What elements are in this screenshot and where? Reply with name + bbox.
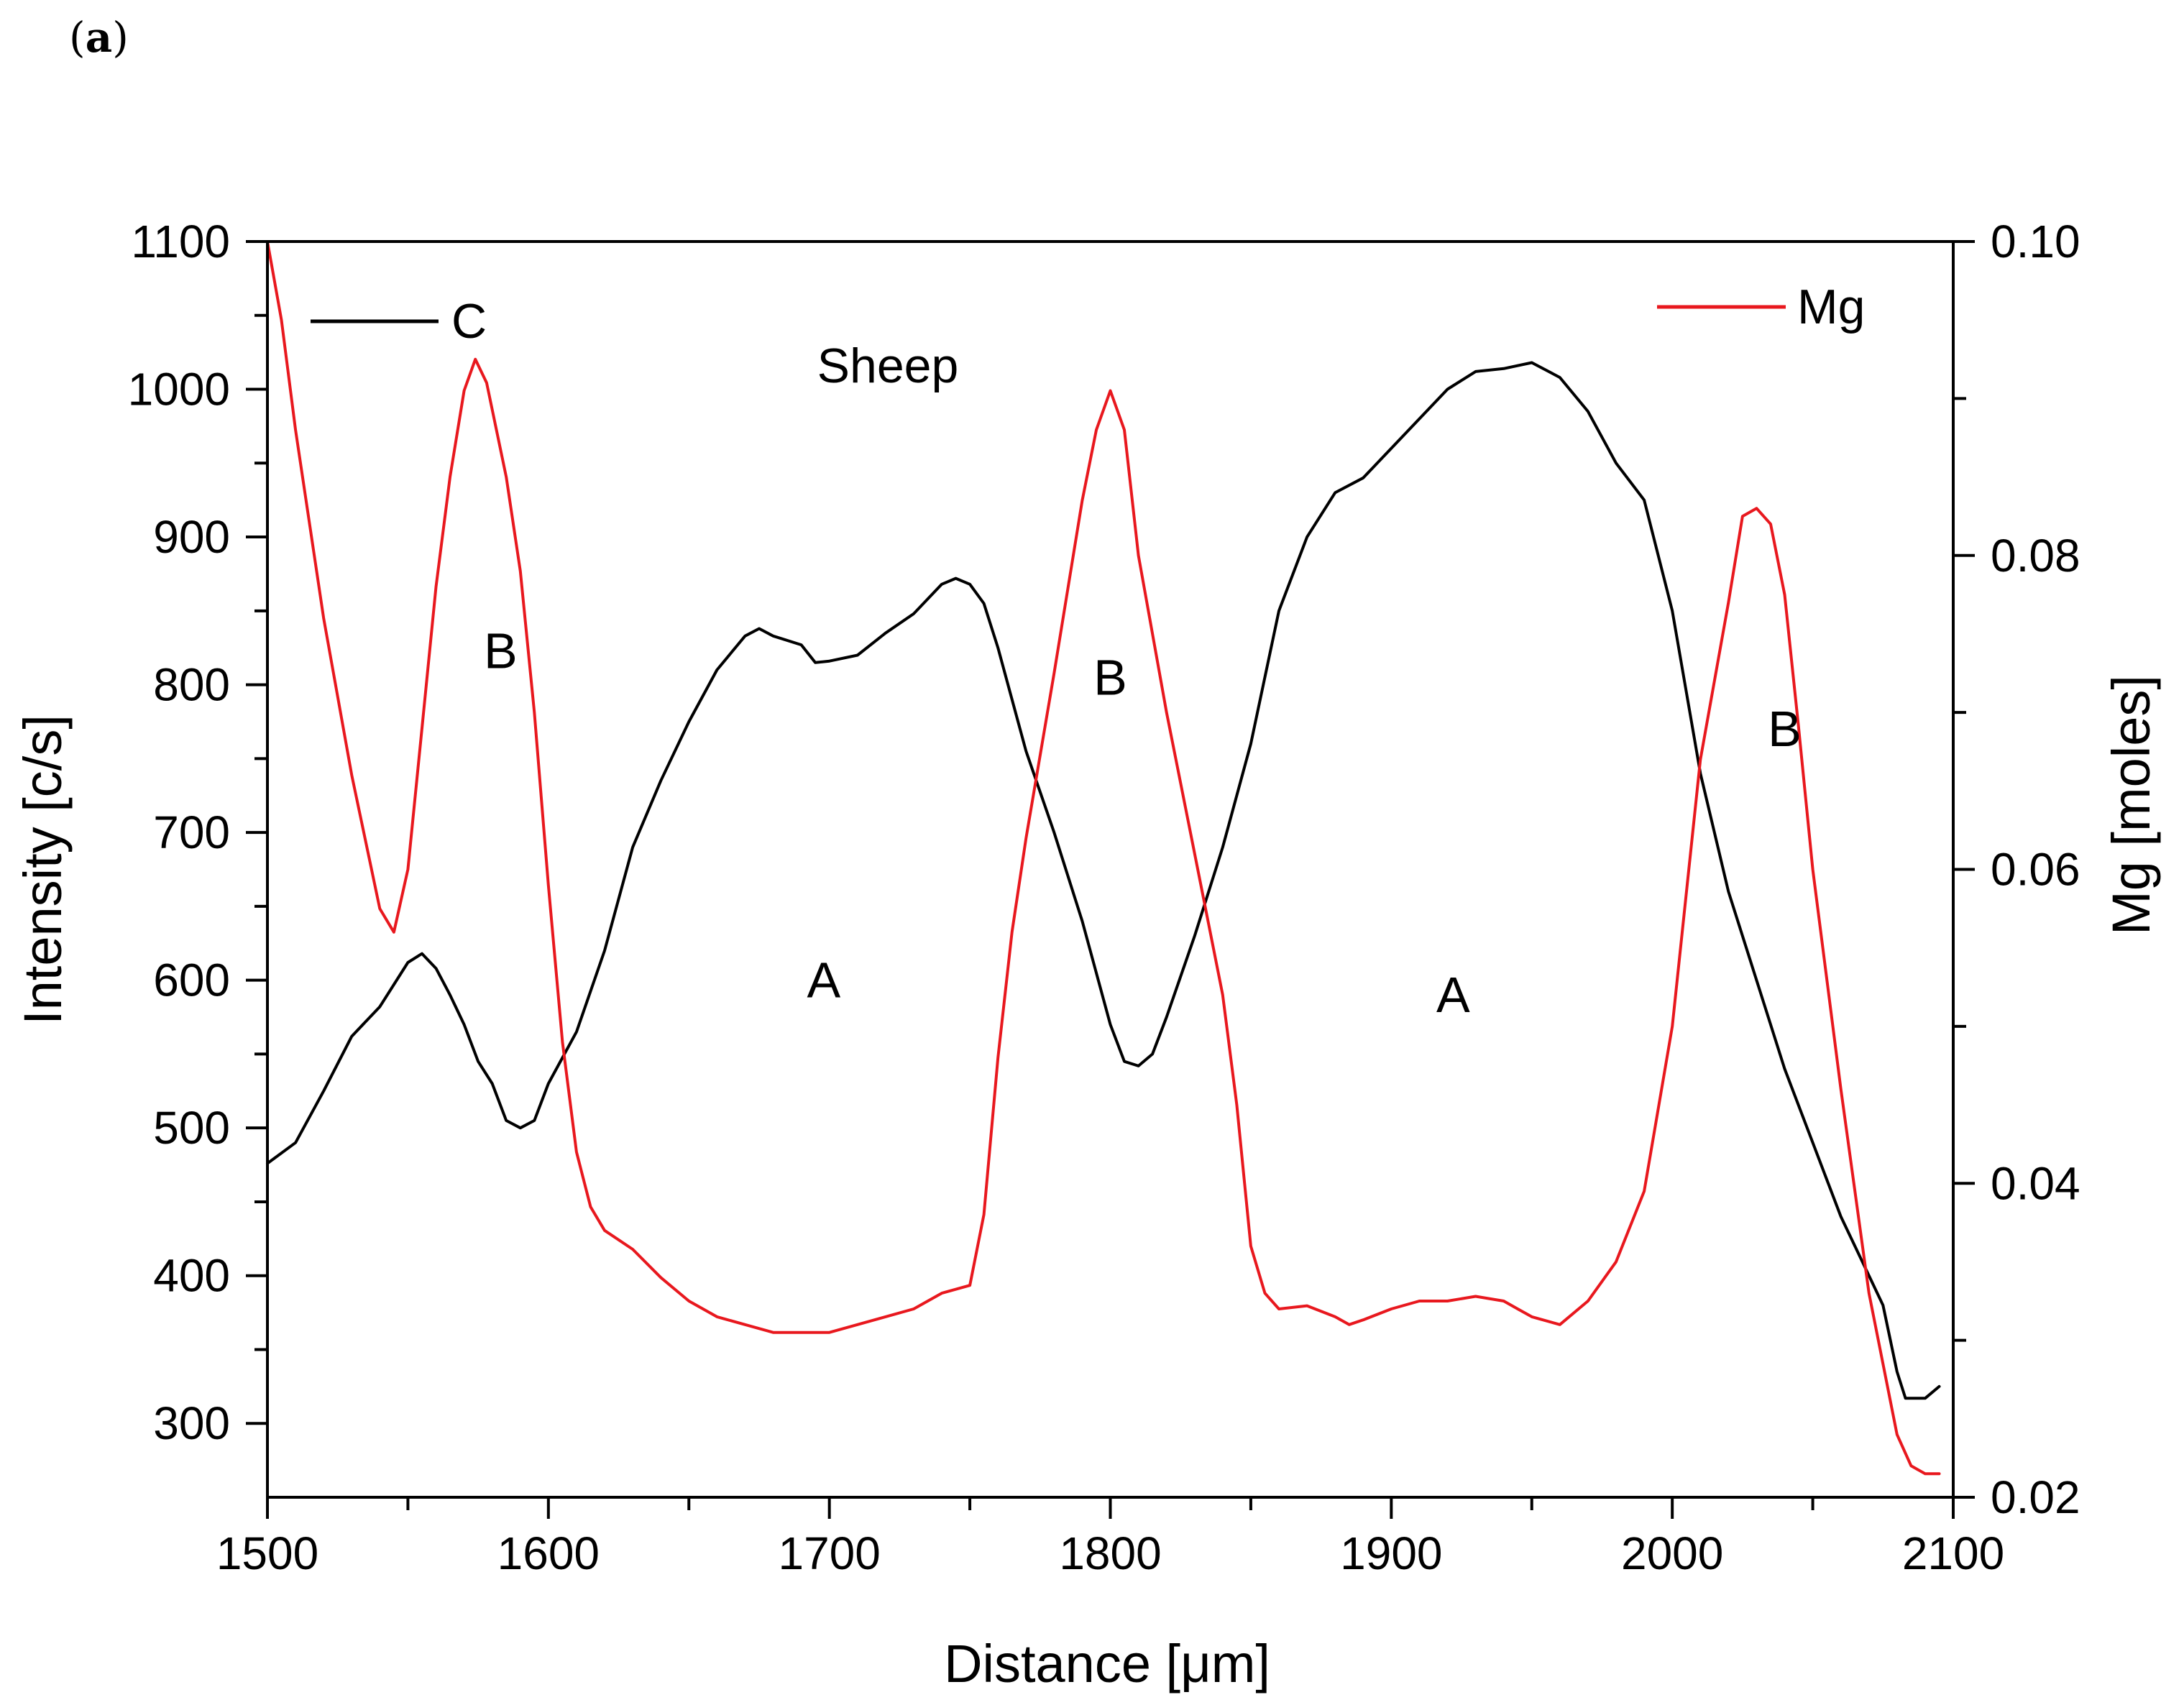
x-tick-label: 1500 [216, 1527, 318, 1579]
y-left-tick-label: 400 [153, 1250, 230, 1302]
region-label-b: B [484, 622, 518, 679]
plot-frame [266, 240, 1955, 1499]
series-line-mg [266, 240, 1941, 1476]
y-left-tick-label: 500 [153, 1102, 230, 1154]
x-tick-label: 2100 [1902, 1527, 2004, 1579]
region-label-b: B [1093, 649, 1127, 705]
y-left-tick-label: 1100 [131, 216, 230, 267]
region-label-a: A [1436, 967, 1470, 1023]
x-axis-label: Distance [μm] [944, 1634, 1270, 1693]
y-axis-label-left: Intensity [c/s] [13, 714, 73, 1025]
y-right-tick-label: 0.02 [1991, 1471, 2080, 1523]
x-tick-label: 1700 [778, 1527, 880, 1579]
y-right-tick-label: 0.08 [1991, 530, 2080, 582]
legend-label-mg: Mg [1797, 280, 1865, 334]
panel-label-letter: a [85, 13, 113, 62]
y-left-tick-label: 300 [153, 1397, 230, 1449]
y-left-tick-label: 700 [153, 806, 230, 858]
x-tick-label: 2000 [1621, 1527, 1723, 1579]
y-left-tick-label: 800 [153, 659, 230, 711]
y-left-tick-label: 900 [153, 511, 230, 563]
panel-label-open: ( [69, 13, 86, 62]
y-left-tick-label: 1000 [128, 364, 230, 415]
region-label-a: A [807, 952, 840, 1008]
x-tick-label: 1800 [1059, 1527, 1161, 1579]
y-right-tick-label: 0.04 [1991, 1157, 2080, 1209]
series-line-c [266, 361, 1941, 1400]
chart-title: Sheep [817, 339, 959, 393]
panel-label-close: ) [112, 13, 129, 62]
y-right-tick-label: 0.10 [1991, 216, 2080, 267]
legend-label-c: C [451, 294, 487, 349]
region-label-b: B [1768, 701, 1802, 757]
y-axis-label-right: Mg [moles] [2101, 675, 2161, 935]
y-right-tick-label: 0.06 [1991, 844, 2080, 896]
panel-label: (a) [69, 13, 129, 62]
y-left-tick-label: 600 [153, 955, 230, 1006]
x-tick-label: 1600 [497, 1527, 600, 1579]
x-tick-label: 1900 [1340, 1527, 1442, 1579]
